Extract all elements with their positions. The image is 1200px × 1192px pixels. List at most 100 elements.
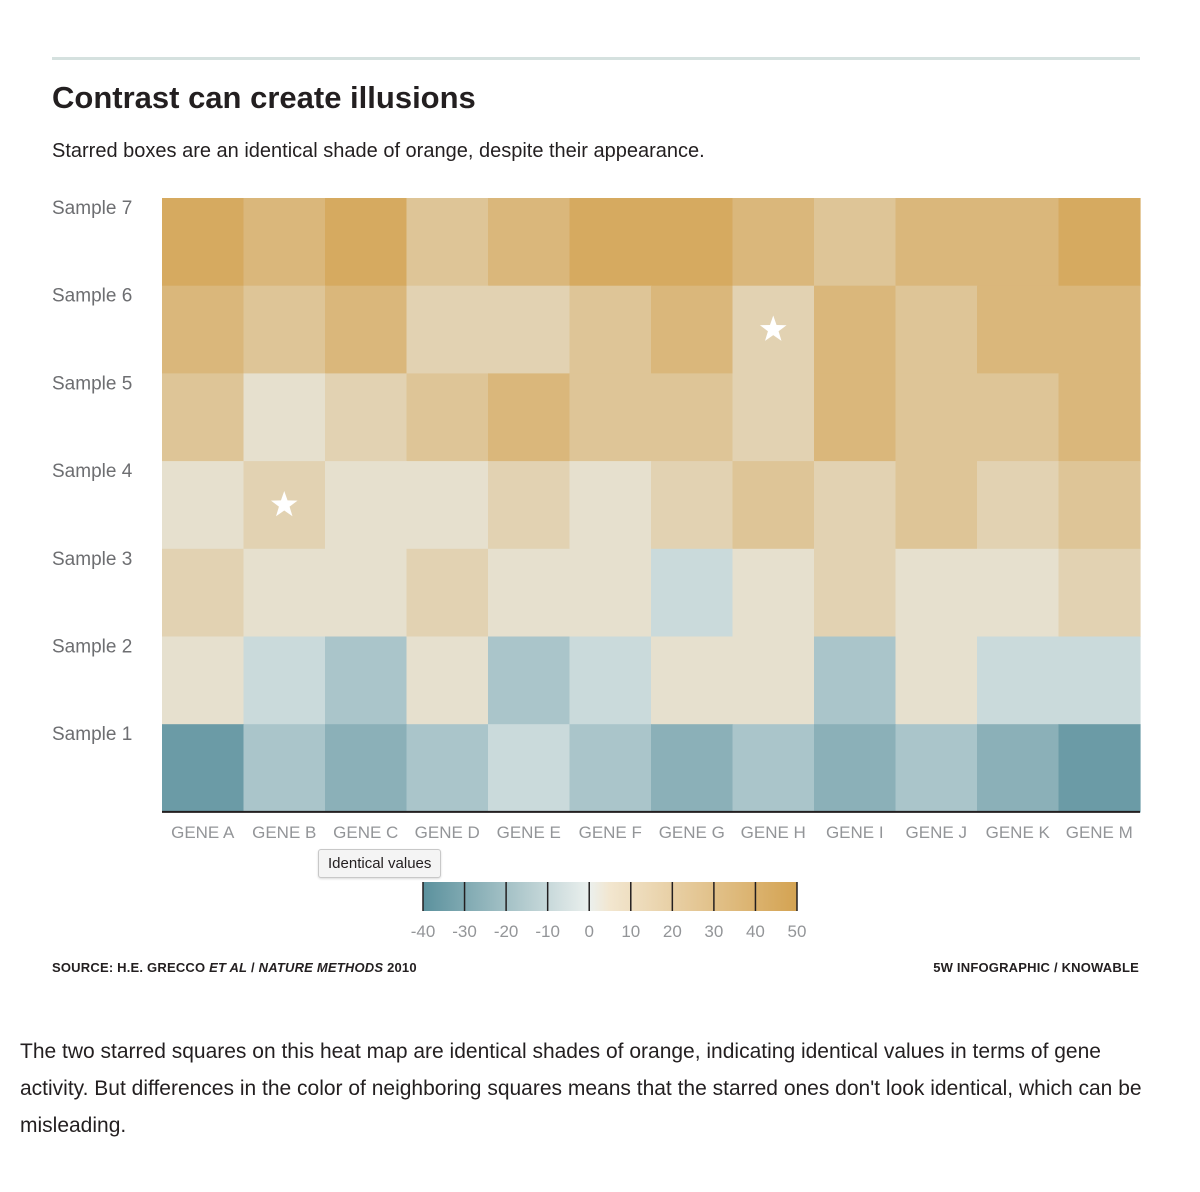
caption-text: The two starred squares on this heat map…: [20, 1040, 1142, 1137]
column-label: GENE A: [171, 823, 235, 842]
heatmap-cell: [814, 548, 897, 638]
heatmap-cell: [732, 548, 815, 638]
heatmap-cell: [895, 198, 978, 287]
graphic-credit: 5W INFOGRAPHIC / KNOWABLE: [933, 960, 1139, 975]
top-rule: [52, 57, 1140, 60]
star-icon: [270, 490, 298, 517]
heatmap-cell: [243, 724, 326, 813]
heatmap-cell: [977, 724, 1060, 813]
heatmap-cell: [895, 548, 978, 638]
heatmap-cell: [162, 198, 245, 287]
scale-tick-label: 40: [746, 922, 765, 941]
heatmap-cell: [895, 461, 978, 550]
heatmap-cell: [814, 285, 897, 374]
chart-subtitle: Starred boxes are an identical shade of …: [52, 140, 705, 162]
column-label: GENE E: [497, 823, 561, 842]
heatmap-cell: [406, 461, 489, 550]
column-label: GENE K: [986, 823, 1051, 842]
heatmap-cell: [732, 461, 815, 550]
heatmap-cell: [1058, 373, 1141, 462]
source-journal: NATURE METHODS: [258, 960, 384, 975]
heatmap-cell: [406, 724, 489, 813]
source-prefix: SOURCE: H.E. GRECCO: [52, 960, 210, 975]
heatmap-cell: [732, 724, 815, 813]
scale-tick-label: 0: [584, 922, 593, 941]
heatmap-cell: [651, 724, 734, 813]
column-label: GENE D: [415, 823, 480, 842]
heatmap-cell: [569, 724, 652, 813]
column-label: GENE J: [906, 823, 967, 842]
column-label: GENE I: [826, 823, 884, 842]
heatmap-cell: [977, 373, 1060, 462]
heatmap-cell: [162, 285, 245, 374]
heatmap-cell: [406, 198, 489, 287]
heatmap-cell: [488, 636, 571, 725]
heatmap-cell: [651, 636, 734, 725]
scale-tick-label: 20: [663, 922, 682, 941]
heatmap-cell: [162, 724, 245, 813]
row-labels: Sample 7 Sample 6 Sample 5 Sample 4 Sample 3…: [52, 198, 133, 745]
chart-title: Contrast can create illusions: [52, 80, 476, 115]
source-year: 2010: [383, 960, 417, 975]
heatmap-cell: [977, 285, 1060, 374]
heatmap-cell: [488, 548, 571, 638]
color-scale-bar: [423, 882, 797, 911]
row-label: Sample 6: [52, 286, 132, 307]
source-et-al: ET AL: [209, 960, 248, 975]
heatmap-chart: Sample 7 Sample 6 Sample 5 Sample 4 Sample 3…: [52, 198, 1141, 941]
column-labels: GENE A GENE B GENE C GENE D GENE E GENE F GENE…: [171, 823, 1133, 842]
heatmap-cell: [814, 373, 897, 462]
heatmap-cell: [488, 461, 571, 550]
heatmap-cell: [325, 461, 408, 550]
column-label: GENE G: [659, 823, 725, 842]
heatmap-cell: [895, 285, 978, 374]
column-label: GENE M: [1066, 823, 1133, 842]
row-label: Sample 2: [52, 637, 132, 658]
heatmap-cell: [569, 548, 652, 638]
scale-tick-label: -20: [494, 922, 519, 941]
heatmap-cell: [406, 636, 489, 725]
row-label: Sample 1: [52, 724, 132, 745]
heatmap-cell: [1058, 198, 1141, 287]
heatmap-cell: [406, 548, 489, 638]
heatmap-cell: [1058, 724, 1141, 813]
scale-tick-label: 10: [621, 922, 640, 941]
heatmap-cell: [325, 373, 408, 462]
heatmap-cell: [162, 373, 245, 462]
row-label: Sample 5: [52, 373, 132, 394]
star-markers: [270, 315, 787, 517]
heatmap-cell: [651, 373, 734, 462]
heatmap-cell: [895, 636, 978, 725]
heatmap-cell: [243, 636, 326, 725]
heatmap-cell: [977, 548, 1060, 638]
heatmap-cell: [977, 198, 1060, 287]
heatmap-cell: [814, 198, 897, 287]
heatmap-cell: [814, 636, 897, 725]
heatmap-cell: [977, 636, 1060, 725]
column-label: GENE F: [579, 823, 642, 842]
heatmap-cell: [569, 461, 652, 550]
heatmap-cell: [895, 373, 978, 462]
heatmap-cell: [488, 198, 571, 287]
heatmap-cell: [814, 724, 897, 813]
heatmap-cell: [1058, 461, 1141, 550]
heatmap-cell: [569, 636, 652, 725]
heatmap-cell: [977, 461, 1060, 550]
heatmap-cell: [243, 198, 326, 287]
heatmap-cell: [569, 285, 652, 374]
heatmap-cell: [325, 724, 408, 813]
heatmap-cell: [325, 285, 408, 374]
source-separator: /: [247, 960, 259, 975]
heatmap-cell: [488, 285, 571, 374]
heatmap-cell: [1058, 636, 1141, 725]
column-label: GENE B: [252, 823, 316, 842]
heatmap-cell: [895, 724, 978, 813]
heatmap-cell: [651, 548, 734, 638]
column-label: GENE C: [333, 823, 398, 842]
heatmap-cell: [162, 636, 245, 725]
scale-tick-label: -30: [452, 922, 477, 941]
heatmap-cell: [488, 724, 571, 813]
heatmap-cell: [651, 285, 734, 374]
scale-tick-label: -40: [411, 922, 436, 941]
heatmap-cell: [162, 548, 245, 638]
